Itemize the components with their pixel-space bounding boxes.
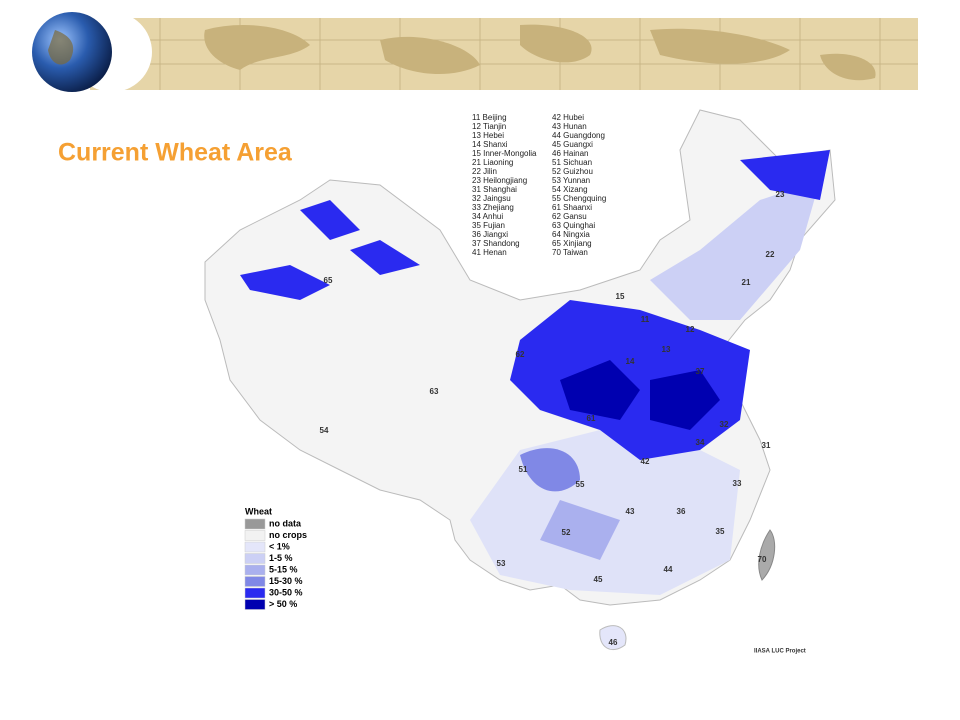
province-labels: 65 63 54 23 22 21 15 11 12 13 14 37 62 61 32 34 31 42 51 55… [320,190,785,647]
province-key-entry: 52 Guizhou [552,167,593,176]
legend-swatch [244,576,266,587]
province-label: 53 [497,559,506,568]
province-key-entry: 42 Hubei [552,113,584,122]
province-key-entry: 61 Shaanxi [552,203,592,212]
slide-title: Current Wheat Area [58,139,293,167]
province-label: 33 [733,479,742,488]
province-key-entry: 54 Xizang [552,185,588,194]
province-key-entry: 23 Heilongjiang [472,176,527,185]
province-label: 70 [758,555,767,564]
legend-label: < 1% [269,541,290,551]
legend-swatch [244,530,266,541]
legend-swatch [244,553,266,564]
legend-swatch [244,518,266,530]
province-key-entry: 43 Hunan [552,122,587,131]
legend-title: Wheat [245,506,272,516]
province-label: 61 [587,414,596,423]
province-key-entry: 15 Inner-Mongolia [472,149,537,158]
island-hainan [599,625,627,650]
legend-label: > 50 % [269,599,297,609]
province-label: 51 [519,465,528,474]
province-key-entry: 33 Zhejiang [472,203,514,212]
province-key-entry: 64 Ningxia [552,230,590,239]
province-label: 35 [716,527,725,536]
province-key-entry: 31 Shanghai [472,185,517,194]
province-label: 36 [677,507,686,516]
province-key-entry: 37 Shandong [472,239,520,248]
province-label: 52 [562,528,571,537]
province-label: 31 [762,441,771,450]
province-key-entry: 32 Jaingsu [472,194,511,203]
province-label: 42 [641,457,650,466]
province-key-entry: 55 Chengquing [552,194,606,203]
legend-swatch [244,564,266,576]
province-label: 37 [696,367,705,376]
province-label: 46 [609,638,618,647]
province-key-entry: 65 Xinjiang [552,239,592,248]
province-key-entry: 22 Jilin [472,167,497,176]
province-key-entry: 51 Sichuan [552,158,592,167]
province-key-entry: 70 Taiwan [552,248,588,257]
province-label: 55 [576,480,585,489]
province-label: 32 [720,420,729,429]
province-label: 14 [626,357,635,366]
legend-label: 1-5 % [269,553,293,563]
province-key-entry: 14 Shanxi [472,140,508,149]
province-label: 21 [742,278,751,287]
legend-label: 5-15 % [269,564,298,574]
province-key-entry: 35 Fujian [472,221,505,230]
province-label: 54 [320,426,329,435]
province-key-entry: 44 Guangdong [552,131,605,140]
province-label: 65 [324,276,333,285]
province-key-entry: 36 Jiangxi [472,230,508,239]
province-key-entry: 62 Gansu [552,212,587,221]
province-label: 43 [626,507,635,516]
province-key-entry: 21 Liaoning [472,158,513,167]
legend-label: 30-50 % [269,587,303,597]
province-label: 44 [664,565,673,574]
province-key-entry: 12 Tianjin [472,122,506,131]
legend-label: no crops [269,530,307,540]
province-key-entry: 13 Hebei [472,131,504,140]
province-key-entry: 34 Anhui [472,212,503,221]
wheat-areas [240,150,830,595]
legend-swatch [244,599,266,610]
credit: IIASA LUC Project [754,649,806,655]
province-label: 45 [594,575,603,584]
province-key-entry: 63 Quinghai [552,221,595,230]
legend-label: 15-30 % [269,576,303,586]
province-label: 15 [616,292,625,301]
province-key-entry: 45 Guangxi [552,140,593,149]
province-key-entry: 46 Hainan [552,149,588,158]
province-label: 22 [766,250,775,259]
province-label: 23 [776,190,785,199]
province-label: 11 [641,315,650,324]
province-label: 62 [516,350,525,359]
legend-swatch [244,587,266,599]
legend-swatch [244,541,266,553]
province-label: 13 [662,345,671,354]
province-key-entry: 11 Beijing [472,113,507,122]
province-label: 12 [686,325,695,334]
globe-land [48,30,74,65]
banner-continents [204,24,876,81]
province-label: 63 [430,387,439,396]
island-taiwan [758,529,776,581]
legend-label: no data [269,518,302,528]
province-key-entry: 53 Yunnan [552,176,590,185]
province-label: 34 [696,438,705,447]
province-key-entry: 41 Henan [472,248,507,257]
